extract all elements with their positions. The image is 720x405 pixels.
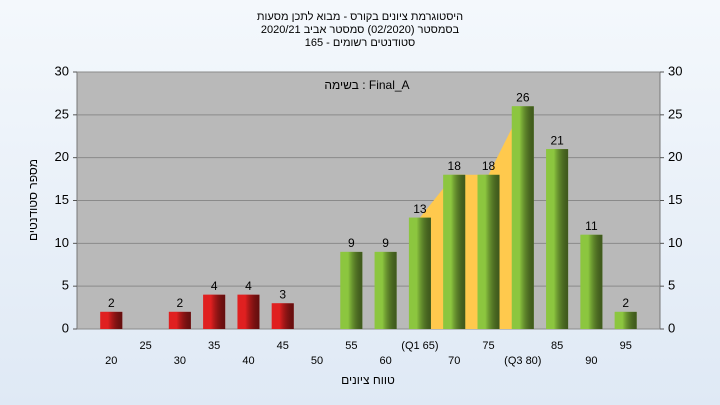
- bar: [374, 251, 397, 329]
- chart-subtitle: סטודנטים רשומים - 165: [305, 37, 416, 49]
- value-label: 9: [348, 236, 355, 250]
- chart-title: היסטוגרמת ציונים בקורס - מבוא לתכן מסעות: [257, 10, 463, 23]
- x-tick-label: 60: [380, 355, 392, 367]
- bar: [237, 294, 260, 329]
- value-label: 2: [622, 296, 629, 310]
- value-label: 4: [211, 279, 218, 293]
- x-tick-label: 35: [208, 340, 220, 352]
- y-tick-label: 15: [55, 192, 69, 207]
- bar-group: [443, 174, 466, 329]
- y2-tick-label: 20: [668, 149, 682, 164]
- x-tick-label: 40: [242, 355, 254, 367]
- bar-group: [614, 311, 637, 329]
- bar-group: [374, 251, 397, 329]
- y-tick-label: 25: [55, 106, 69, 121]
- y2-tick-label: 30: [668, 63, 682, 78]
- bar-group: [100, 311, 123, 329]
- x-tick-label: (Q1 65): [401, 340, 438, 352]
- x-tick-label: 20: [105, 355, 117, 367]
- bar-group: [340, 251, 363, 329]
- value-label: 18: [448, 159, 462, 173]
- annotation: בשימה : Final_A: [324, 78, 409, 92]
- value-label: 18: [482, 159, 496, 173]
- x-tick-label: 75: [482, 340, 494, 352]
- value-label: 9: [382, 236, 389, 250]
- value-label: 26: [516, 90, 530, 104]
- y-tick-label: 30: [55, 63, 69, 78]
- x-tick-label: 70: [448, 355, 460, 367]
- bar: [443, 174, 466, 329]
- bar: [168, 311, 191, 329]
- value-label: 2: [177, 296, 184, 310]
- y-axis-label: מספר סטודנטים: [26, 159, 40, 241]
- bar: [614, 311, 637, 329]
- y2-tick-label: 25: [668, 106, 682, 121]
- x-tick-label: 50: [311, 355, 323, 367]
- x-tick-label: 85: [551, 340, 563, 352]
- value-label: 4: [245, 279, 252, 293]
- y-tick-label: 20: [55, 149, 69, 164]
- bar-group: [546, 149, 569, 329]
- y2-tick-label: 0: [668, 320, 675, 335]
- bar-group: [203, 294, 226, 329]
- bar-group: [271, 303, 294, 329]
- x-tick-label: 25: [139, 340, 151, 352]
- bar: [203, 294, 226, 329]
- bar-group: [477, 174, 500, 329]
- bar: [511, 106, 534, 330]
- value-label: 13: [413, 202, 427, 216]
- chart-subtitle: בסמסטר (02/2020) סמסטר אביב 2020/21: [261, 24, 460, 36]
- value-label: 21: [550, 133, 564, 147]
- x-tick-label: (Q3 80): [504, 355, 541, 367]
- x-tick-label: 95: [620, 340, 632, 352]
- x-tick-label: 90: [585, 355, 597, 367]
- y2-tick-label: 15: [668, 192, 682, 207]
- bar-group: [408, 217, 431, 329]
- bar: [580, 234, 603, 329]
- y-tick-label: 0: [62, 320, 69, 335]
- bar: [271, 303, 294, 329]
- bar-group: [237, 294, 260, 329]
- y2-tick-label: 5: [668, 278, 675, 293]
- bar-group: [168, 311, 191, 329]
- x-tick-label: 45: [277, 340, 289, 352]
- y-tick-label: 10: [55, 235, 69, 250]
- value-label: 3: [279, 287, 286, 301]
- bar: [100, 311, 123, 329]
- bar-group: [511, 106, 534, 330]
- y-tick-label: 5: [62, 278, 69, 293]
- bar: [477, 174, 500, 329]
- x-tick-label: 30: [174, 355, 186, 367]
- x-axis-label: טווח ציונים: [341, 373, 395, 387]
- y2-tick-label: 10: [668, 235, 682, 250]
- value-label: 2: [108, 296, 115, 310]
- bar: [546, 149, 569, 329]
- bar: [340, 251, 363, 329]
- bar: [408, 217, 431, 329]
- x-tick-label: 55: [345, 340, 357, 352]
- bar-group: [580, 234, 603, 329]
- value-label: 11: [585, 219, 598, 233]
